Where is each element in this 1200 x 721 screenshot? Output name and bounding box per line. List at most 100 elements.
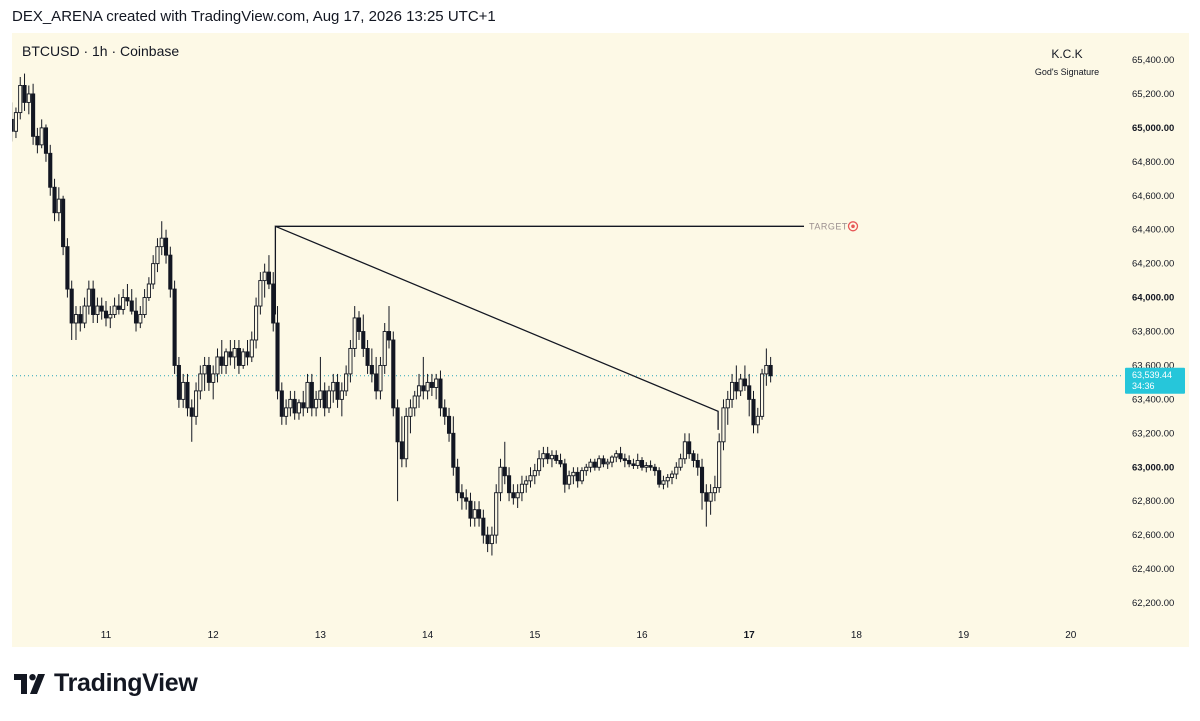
price-tick-label: 62,600.00 xyxy=(1132,530,1174,541)
candle xyxy=(103,300,109,327)
candle xyxy=(545,446,550,464)
time-tick-label: 20 xyxy=(1065,630,1077,641)
candle xyxy=(224,348,229,374)
candle xyxy=(395,399,400,502)
time-tick-label: 11 xyxy=(101,630,112,641)
candle xyxy=(288,390,293,417)
candle xyxy=(515,484,520,508)
candle xyxy=(721,399,726,451)
candle xyxy=(22,73,27,111)
candle xyxy=(532,463,537,485)
target-icon xyxy=(847,221,859,232)
candle xyxy=(172,280,177,374)
candle xyxy=(725,390,730,425)
candle xyxy=(657,467,662,488)
candle xyxy=(168,246,173,298)
price-tick-label: 63,600.00 xyxy=(1132,360,1174,371)
candle xyxy=(468,492,473,527)
signature-name: K.C.K xyxy=(1051,47,1083,61)
candle xyxy=(464,489,469,510)
candle xyxy=(438,370,443,417)
candle xyxy=(279,382,284,425)
candle xyxy=(129,289,134,315)
candle xyxy=(511,484,516,505)
tradingview-brand[interactable]: TradingView xyxy=(14,669,198,698)
candle xyxy=(562,458,567,493)
candle xyxy=(206,356,211,391)
candle xyxy=(56,187,61,222)
chart-attribution: DEX_ARENA created with TradingView.com, … xyxy=(12,8,496,25)
candle xyxy=(494,484,499,544)
candle xyxy=(254,297,259,349)
price-tick-label: 64,400.00 xyxy=(1132,225,1174,236)
chart-area[interactable]: TARGET 65,400.00 65,200.00 65,000.00 64,800… xyxy=(12,33,1189,647)
candle xyxy=(738,373,743,396)
candle xyxy=(361,314,366,357)
candle xyxy=(211,365,216,400)
candle xyxy=(365,339,370,374)
last-price-badge: 63,539.44 34:36 xyxy=(1125,367,1185,394)
candle xyxy=(31,83,36,145)
price-tick-label: 62,200.00 xyxy=(1132,598,1174,609)
price-tick-label: 62,400.00 xyxy=(1132,564,1174,575)
candle xyxy=(292,390,297,420)
candle xyxy=(82,297,87,329)
candle xyxy=(421,356,426,400)
candle xyxy=(348,339,353,383)
candle xyxy=(537,450,542,476)
last-price-value: 63,539.44 xyxy=(1132,370,1172,380)
price-chart[interactable]: TARGET 65,400.00 65,200.00 65,000.00 64,800… xyxy=(12,33,1189,647)
candle xyxy=(245,339,250,366)
candle xyxy=(614,450,619,463)
candle xyxy=(232,339,237,369)
candle xyxy=(305,373,310,413)
candle xyxy=(524,475,529,493)
candle xyxy=(86,280,91,315)
candle xyxy=(48,144,53,196)
candle xyxy=(451,416,456,476)
target-trendline[interactable] xyxy=(274,225,804,430)
candle xyxy=(734,365,739,400)
candle xyxy=(116,294,121,315)
candle xyxy=(108,306,113,329)
candle xyxy=(627,455,632,468)
candle xyxy=(339,382,344,417)
candle xyxy=(193,382,199,425)
candle xyxy=(176,356,181,408)
price-axis: 65,400.00 65,200.00 65,000.00 64,800.00 64,6… xyxy=(1132,55,1174,609)
candle xyxy=(138,306,143,329)
candle xyxy=(434,373,439,400)
time-tick-label: 14 xyxy=(422,630,434,641)
candle xyxy=(301,390,306,417)
candle xyxy=(271,272,276,332)
candle xyxy=(326,385,332,413)
candle xyxy=(618,446,623,463)
candle xyxy=(185,373,190,417)
candle xyxy=(12,102,14,142)
candle xyxy=(472,501,477,527)
tradingview-wordmark: TradingView xyxy=(54,669,198,697)
candle xyxy=(549,450,555,468)
candle xyxy=(378,356,383,400)
candle xyxy=(695,453,700,476)
candle xyxy=(151,255,156,290)
time-axis: 11 12 13 14 15 16 17 18 19 20 xyxy=(101,630,1077,641)
candle xyxy=(314,390,319,417)
symbol-legend[interactable]: BTCUSD · 1h · Coinbase xyxy=(22,43,180,59)
candle xyxy=(541,446,546,468)
candle xyxy=(605,458,610,469)
time-tick-label: 12 xyxy=(208,630,220,641)
candle xyxy=(528,467,533,488)
candle xyxy=(597,455,602,471)
candle xyxy=(592,458,597,471)
candle xyxy=(446,407,452,442)
candle xyxy=(284,399,289,425)
candle xyxy=(665,474,670,488)
candle xyxy=(717,433,722,493)
candle xyxy=(91,280,96,324)
candle xyxy=(747,373,752,417)
candle xyxy=(519,475,524,502)
candle xyxy=(687,433,692,459)
candle xyxy=(579,467,585,485)
candle xyxy=(43,124,49,162)
